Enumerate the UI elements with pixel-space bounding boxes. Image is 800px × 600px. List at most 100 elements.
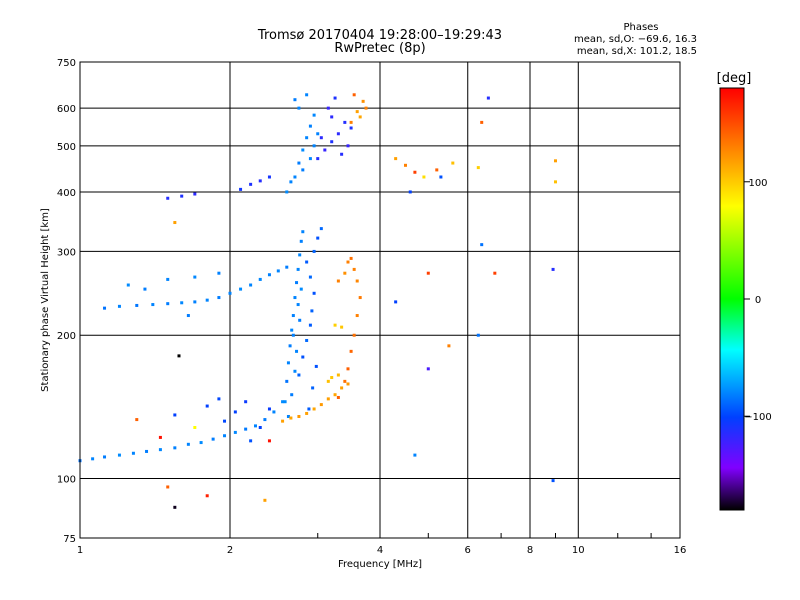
data-point	[298, 318, 302, 322]
data-point	[336, 395, 340, 399]
data-point	[289, 416, 293, 420]
legend-line-x: mean, sd,X: 101.2, 18.5	[577, 46, 697, 57]
data-point	[193, 192, 197, 196]
x-tick-label: 4	[377, 545, 383, 556]
data-point	[158, 435, 162, 439]
data-point	[346, 367, 350, 371]
data-point	[205, 494, 209, 498]
data-point	[330, 376, 334, 380]
data-point	[289, 180, 293, 184]
data-point	[312, 113, 316, 117]
data-point	[316, 236, 320, 240]
data-point	[205, 404, 209, 408]
data-point	[297, 106, 301, 110]
data-point	[263, 418, 267, 422]
data-point	[305, 411, 309, 415]
data-point	[553, 180, 557, 184]
y-tick-label: 400	[57, 188, 76, 199]
data-point	[346, 260, 350, 264]
data-point	[305, 93, 309, 97]
data-point	[296, 267, 300, 271]
data-point	[186, 314, 190, 318]
data-point	[293, 175, 297, 179]
data-point	[239, 187, 243, 191]
data-point	[193, 275, 197, 279]
x-tick-label: 2	[227, 545, 233, 556]
data-point	[117, 453, 121, 457]
data-point	[301, 168, 305, 172]
data-point	[135, 303, 139, 307]
data-point	[352, 267, 356, 271]
data-point	[166, 277, 170, 281]
data-point	[551, 267, 555, 271]
data-point	[319, 403, 323, 407]
data-point	[217, 296, 221, 300]
data-point	[291, 314, 295, 318]
data-point	[343, 120, 347, 124]
data-point	[486, 96, 490, 100]
data-point	[180, 194, 184, 198]
data-point	[117, 304, 121, 308]
y-tick-label: 100	[57, 475, 76, 486]
data-point	[158, 448, 162, 452]
data-point	[308, 157, 312, 161]
data-point	[326, 379, 330, 383]
data-point	[326, 397, 330, 401]
data-point	[311, 386, 315, 390]
data-point	[352, 333, 356, 337]
data-point	[244, 400, 248, 404]
data-point	[319, 136, 323, 140]
data-point	[145, 449, 149, 453]
x-axis-ticks: 1 2 4 6 8 10 16	[77, 533, 686, 556]
data-point	[223, 419, 227, 423]
data-point	[290, 393, 294, 397]
data-point	[394, 157, 398, 161]
data-point	[288, 344, 292, 348]
data-point	[173, 505, 177, 509]
data-point	[290, 328, 294, 332]
data-point	[295, 281, 299, 285]
data-points	[78, 93, 557, 509]
data-point	[310, 309, 314, 313]
data-point	[426, 271, 430, 275]
y-tick-label: 750	[57, 58, 76, 69]
data-point	[312, 291, 316, 295]
data-point	[297, 161, 301, 165]
data-point	[476, 333, 480, 337]
data-point	[355, 279, 359, 283]
data-point	[346, 144, 350, 148]
data-point	[267, 439, 271, 443]
data-point	[103, 306, 107, 310]
data-point	[276, 269, 280, 273]
data-point	[193, 300, 197, 304]
data-point	[355, 314, 359, 318]
y-tick-label: 600	[57, 104, 76, 115]
data-point	[326, 106, 330, 110]
data-point	[135, 418, 139, 422]
data-point	[340, 152, 344, 156]
y-tick-label: 300	[57, 247, 76, 258]
data-point	[283, 400, 287, 404]
data-point	[166, 302, 170, 306]
colorbar-ticks: 100 0 −100	[744, 178, 772, 423]
data-point	[343, 379, 347, 383]
data-point	[451, 161, 455, 165]
data-point	[233, 410, 237, 414]
data-point	[249, 439, 253, 443]
data-point	[131, 451, 135, 455]
data-point	[173, 221, 177, 225]
data-point	[361, 99, 365, 103]
data-point	[295, 349, 299, 353]
data-point	[297, 373, 301, 377]
x-tick-label: 6	[465, 545, 471, 556]
data-point	[408, 190, 412, 194]
data-point	[151, 303, 155, 307]
y-tick-label: 500	[57, 142, 76, 153]
data-point	[173, 413, 177, 417]
data-point	[435, 168, 439, 172]
data-point	[349, 256, 353, 260]
data-point	[258, 425, 262, 429]
data-point	[480, 243, 484, 247]
data-point	[333, 393, 337, 397]
